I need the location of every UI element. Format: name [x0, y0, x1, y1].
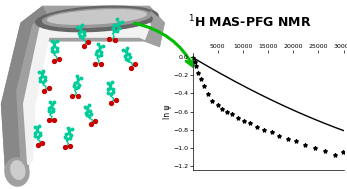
Point [191, 57, 196, 60]
Point [276, 134, 282, 137]
Point [285, 137, 290, 140]
Point [340, 151, 345, 154]
Point [254, 125, 260, 128]
Point [261, 128, 267, 131]
Point [235, 116, 240, 119]
Point [294, 140, 299, 143]
Ellipse shape [43, 9, 151, 27]
Point [193, 65, 199, 68]
Ellipse shape [5, 158, 29, 186]
Point [195, 71, 201, 74]
Point [303, 143, 308, 146]
Point [205, 93, 210, 96]
Polygon shape [1, 6, 165, 183]
Point [248, 122, 253, 125]
Ellipse shape [48, 10, 146, 24]
Point [241, 119, 247, 122]
Point [219, 107, 225, 110]
Point [201, 85, 206, 88]
Point [224, 110, 230, 113]
Ellipse shape [11, 161, 25, 179]
Y-axis label: ln ψ: ln ψ [163, 104, 172, 119]
Point [198, 77, 203, 81]
Point [229, 113, 235, 116]
Point [269, 131, 274, 134]
Polygon shape [144, 6, 165, 47]
Polygon shape [1, 6, 48, 183]
Point [215, 104, 221, 107]
Point [312, 146, 318, 149]
Point [333, 153, 338, 156]
Text: $^{1}$H MAS-PFG NMR: $^{1}$H MAS-PFG NMR [188, 13, 312, 30]
Point [210, 99, 215, 102]
Polygon shape [23, 15, 156, 166]
Point [322, 150, 328, 153]
Ellipse shape [36, 6, 158, 32]
Point [192, 60, 197, 64]
